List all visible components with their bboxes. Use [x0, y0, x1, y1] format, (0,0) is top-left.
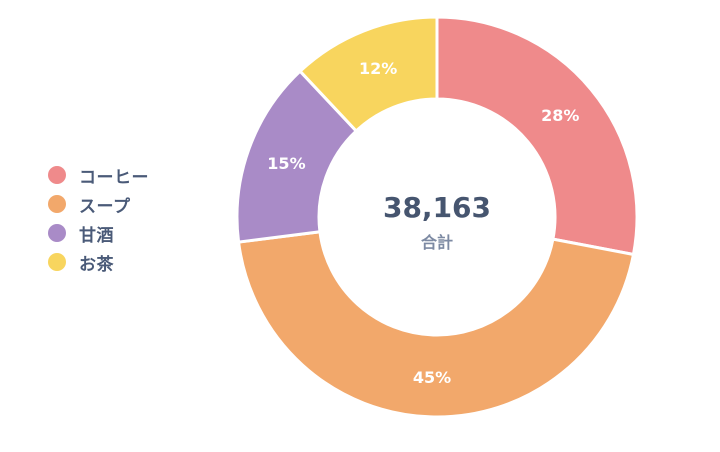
legend-label-amazake: 甘酒 — [79, 225, 114, 246]
slice-label-tea: 12% — [359, 59, 397, 78]
donut-slice-labels: 28% 45% 15% 12% — [267, 59, 579, 387]
legend-item-soup[interactable]: スープ — [48, 193, 149, 217]
legend-item-tea[interactable]: お茶 — [48, 251, 149, 275]
legend-label-soup: スープ — [79, 196, 131, 217]
legend-marker-amazake — [48, 224, 66, 242]
legend: コーヒー スープ 甘酒 お茶 — [48, 164, 149, 275]
center-total-caption: 合計 — [421, 233, 453, 252]
center-total-value: 38,163 — [383, 191, 491, 224]
slice-label-coffee: 28% — [541, 106, 579, 125]
slice-label-soup: 45% — [413, 368, 451, 387]
donut-slice-coffee[interactable] — [435, 15, 639, 257]
legend-item-coffee[interactable]: コーヒー — [48, 164, 149, 188]
legend-item-amazake[interactable]: 甘酒 — [48, 222, 149, 246]
donut-slice-tea[interactable] — [297, 15, 439, 134]
legend-label-tea: お茶 — [79, 254, 114, 275]
donut-slices — [235, 15, 639, 419]
legend-label-coffee: コーヒー — [79, 167, 149, 188]
donut-slice-soup[interactable] — [236, 230, 636, 419]
legend-marker-tea — [48, 253, 66, 271]
slice-label-amazake: 15% — [267, 154, 305, 173]
legend-marker-coffee — [48, 166, 66, 184]
legend-marker-soup — [48, 195, 66, 213]
